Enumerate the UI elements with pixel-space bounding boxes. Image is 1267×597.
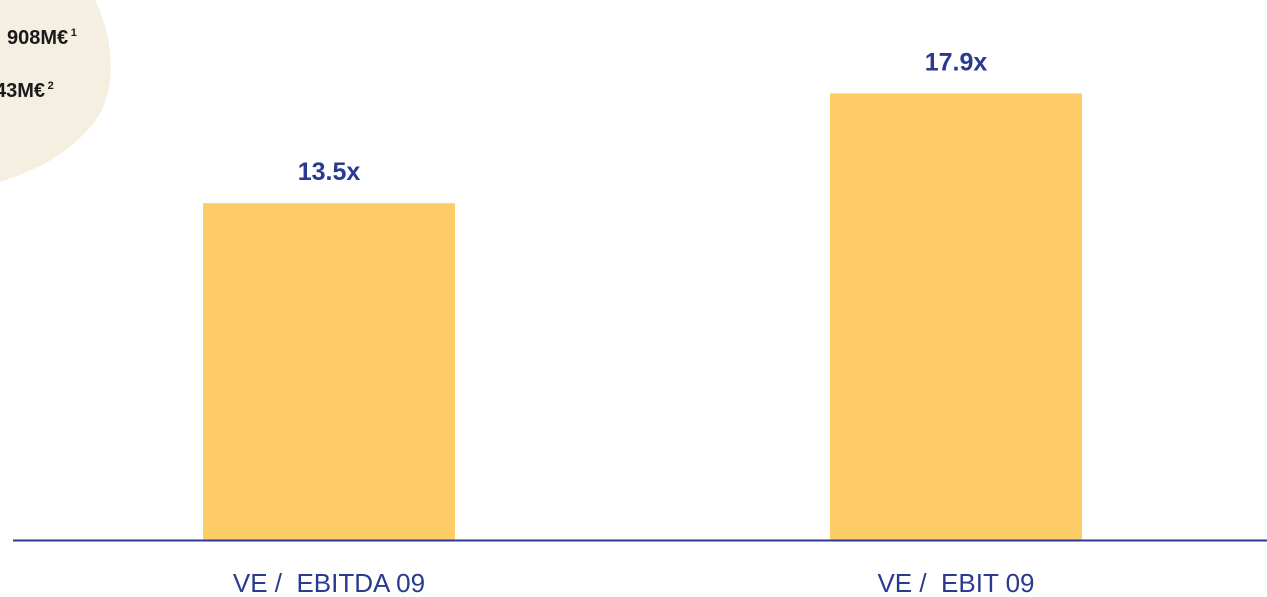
bar-1: [203, 203, 455, 541]
annotation-line-2-sup: 2: [48, 80, 54, 92]
data-label-2: 17.9x: [925, 48, 988, 76]
annotation-line-1: 908M€ 1: [7, 27, 77, 49]
annotation-line-2-text: 43M€: [0, 80, 45, 102]
bars-group: [203, 93, 1082, 541]
svg-text:43M€ 2: 43M€ 2: [0, 80, 54, 102]
data-labels-group: 13.5x 17.9x: [298, 48, 988, 186]
bar-2: [830, 93, 1082, 541]
svg-text:908M€ 1: 908M€ 1: [7, 27, 77, 49]
annotation-bubble: [0, 0, 111, 182]
category-labels-group: VE / EBITDA 09 VE / EBIT 09: [233, 568, 1035, 597]
annotation-line-1-text: 908M€: [7, 27, 68, 49]
annotation-line-2: 43M€ 2: [0, 80, 54, 102]
annotation-line-1-sup: 1: [71, 27, 77, 39]
data-label-1: 13.5x: [298, 158, 361, 186]
category-label-2: VE / EBIT 09: [877, 568, 1034, 597]
category-label-1: VE / EBITDA 09: [233, 568, 425, 597]
